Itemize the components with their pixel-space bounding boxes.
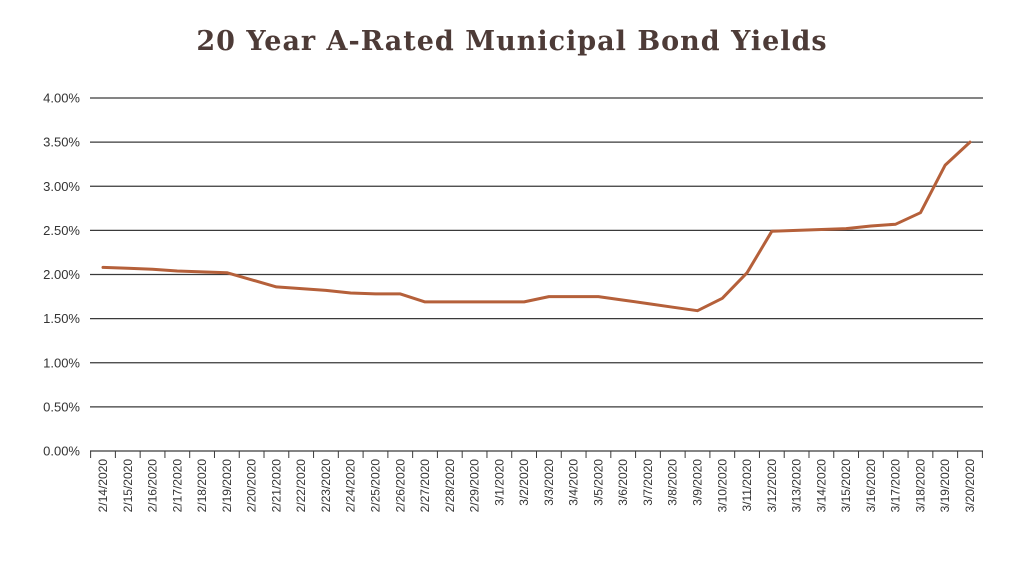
x-tick-label: 3/7/2020 xyxy=(641,459,655,506)
series-line xyxy=(101,140,972,313)
x-tick-label: 3/11/2020 xyxy=(740,459,754,512)
x-tick-label: 3/18/2020 xyxy=(913,459,927,513)
x-tick-label: 3/17/2020 xyxy=(889,459,903,513)
x-tick-label: 2/14/2020 xyxy=(96,459,110,513)
x-tick-label: 3/1/2020 xyxy=(492,459,506,506)
y-tick-label: 2.00% xyxy=(43,267,80,282)
x-tick-label: 3/19/2020 xyxy=(938,459,952,513)
x-axis-tick-labels: 2/14/2020 2/15/2020 2/16/2020 2/17/2020 2/18… xyxy=(96,459,977,513)
x-tick-label: 2/16/2020 xyxy=(146,459,160,513)
y-tick-label: 3.00% xyxy=(43,179,80,194)
x-tick-label: 3/2/2020 xyxy=(517,459,531,506)
y-tick-label: 0.00% xyxy=(43,444,80,459)
x-tick-label: 3/4/2020 xyxy=(567,459,581,506)
x-tick-label: 3/9/2020 xyxy=(691,459,705,506)
series-lines xyxy=(101,140,972,313)
x-tick-label: 2/24/2020 xyxy=(344,459,358,513)
x-axis xyxy=(90,451,983,458)
y-tick-label: 0.50% xyxy=(43,399,80,414)
x-tick-label: 2/19/2020 xyxy=(220,459,234,513)
y-tick-label: 1.00% xyxy=(43,355,80,370)
x-tick-label: 3/13/2020 xyxy=(790,459,804,513)
x-tick-label: 2/15/2020 xyxy=(121,459,135,513)
y-tick-label: 4.00% xyxy=(43,91,80,106)
y-tick-label: 3.50% xyxy=(43,135,80,150)
x-tick-label: 3/3/2020 xyxy=(542,459,556,506)
x-tick-label: 2/17/2020 xyxy=(170,459,184,513)
gridlines xyxy=(90,97,983,452)
x-tick-label: 3/16/2020 xyxy=(864,459,878,513)
x-tick-label: 3/15/2020 xyxy=(839,459,853,513)
x-tick-label: 2/20/2020 xyxy=(245,459,259,513)
x-tick-label: 2/29/2020 xyxy=(468,459,482,513)
x-tick-label: 3/8/2020 xyxy=(666,459,680,506)
y-tick-label: 1.50% xyxy=(43,311,80,326)
x-tick-label: 3/6/2020 xyxy=(616,459,630,506)
x-tick-label: 2/21/2020 xyxy=(269,459,283,513)
x-tick-label: 2/22/2020 xyxy=(294,459,308,513)
x-tick-label: 2/23/2020 xyxy=(319,459,333,513)
y-axis-tick-labels: 0.00% 0.50% 1.00% 1.50% 2.00% 2.50% 3.00% 3.50%… xyxy=(43,91,80,459)
chart-title: 20 Year A-Rated Municipal Bond Yields xyxy=(196,26,828,57)
x-tick-label: 2/28/2020 xyxy=(443,459,457,513)
x-tick-label: 3/12/2020 xyxy=(765,459,779,513)
x-tick-label: 3/20/2020 xyxy=(963,459,977,513)
x-tick-label: 3/5/2020 xyxy=(591,459,605,506)
x-tick-label: 2/27/2020 xyxy=(418,459,432,513)
x-tick-label: 2/26/2020 xyxy=(393,459,407,513)
x-tick-label: 2/25/2020 xyxy=(368,459,382,513)
x-tick-label: 3/14/2020 xyxy=(814,459,828,513)
x-tick-label: 2/18/2020 xyxy=(195,459,209,513)
x-tick-label: 3/10/2020 xyxy=(715,459,729,513)
y-tick-label: 2.50% xyxy=(43,223,80,238)
